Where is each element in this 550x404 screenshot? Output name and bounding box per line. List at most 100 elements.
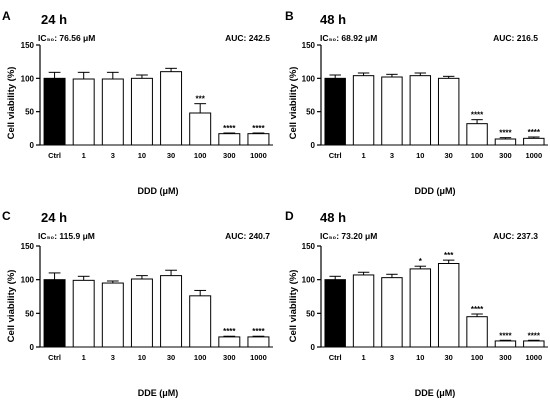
bar [43,279,66,348]
x-tick-label: 100 [471,353,484,362]
x-tick-label: 300 [499,353,512,362]
plot-area: 0 50 100 150 Ctrl 1 3 10 30 **** 100 **** 300 **** 100… [302,41,548,160]
x-tick-label: 300 [223,353,236,362]
auc-label: AUC: 216.5 [493,33,538,43]
x-tick-label: 10 [416,151,424,160]
y-axis-label: Cell viability (%) [288,67,299,140]
x-axis-label: DDE (μM) [138,388,179,398]
x-tick-label: 1000 [250,151,267,160]
y-tick-label: 150 [302,242,316,251]
y-tick-label: 50 [25,108,34,117]
panel-letter: A [2,9,11,23]
significance-label: **** [499,129,512,138]
significance-label: **** [528,128,541,137]
bar [352,274,375,348]
x-tick-label: 3 [111,353,115,362]
bar [494,138,517,146]
bar [352,75,375,146]
bar [324,279,346,348]
significance-label: **** [471,305,484,314]
x-tick-label: 10 [138,353,146,362]
x-axis-label: DDD (μM) [138,186,179,196]
bar [409,268,432,348]
bar [466,316,488,348]
significance-label: **** [252,327,265,336]
bar [189,112,212,146]
x-tick-label: 3 [390,353,394,362]
bar [101,282,124,348]
x-tick-label: 1000 [525,151,542,160]
y-tick-label: 100 [302,276,316,285]
significance-label: **** [223,327,236,336]
x-tick-label: 30 [445,353,453,362]
bar [130,278,153,348]
panel-title: 48 h [320,12,346,27]
y-tick-label: 0 [311,141,316,150]
y-tick-label: 150 [302,41,316,50]
y-tick-label: 50 [25,309,34,318]
significance-label: **** [499,331,512,340]
bar [72,78,95,146]
y-tick-label: 100 [302,74,316,83]
x-tick-label: Ctrl [329,353,342,362]
ic50-label: IC₅₀: 76.56 μM [38,33,95,43]
significance-label: * [419,257,423,266]
y-tick-label: 150 [21,242,35,251]
significance-label: **** [528,331,541,340]
x-tick-label: 3 [390,151,394,160]
plot-area: 0 50 100 150 Ctrl 1 3 10 30 *** 100 **** 300 **** 1000 [21,41,273,160]
x-tick-label: 1000 [250,353,267,362]
bar [101,78,124,146]
x-tick-label: 10 [138,151,146,160]
ic50-label: IC₅₀: 115.9 μM [38,231,95,241]
x-tick-label: 30 [167,151,175,160]
plot-area: 0 50 100 150 Ctrl 1 3 10 30 100 **** 300 **** 1000 [21,242,273,362]
x-tick-label: 30 [445,151,453,160]
y-tick-label: 50 [306,108,315,117]
bar [494,340,517,348]
panel-a: A 24 h IC₅₀: 76.56 μM AUC: 242.5 Cell vi… [2,9,273,196]
x-tick-label: Ctrl [48,151,61,160]
y-tick-label: 50 [306,309,315,318]
x-axis-label: DDE (μM) [415,388,456,398]
x-tick-label: 1 [82,353,86,362]
y-tick-label: 100 [21,74,35,83]
bar [523,137,545,146]
x-tick-label: 1000 [525,353,542,362]
x-tick-label: Ctrl [329,151,342,160]
plot-area: 0 50 100 150 Ctrl 1 3 * 10 *** 30 **** 100 **** 300 ***… [302,242,548,362]
ic50-label: IC₅₀: 68.92 μM [320,33,377,43]
y-tick-label: 0 [30,343,35,352]
bar [437,263,460,348]
y-tick-label: 0 [30,141,35,150]
bar [381,76,403,146]
x-tick-label: 1 [361,151,365,160]
significance-label: *** [444,251,454,260]
bar [218,336,241,348]
significance-label: **** [252,124,265,133]
x-tick-label: 30 [167,353,175,362]
bar [160,275,183,348]
bar [160,71,183,146]
x-tick-label: Ctrl [48,353,61,362]
x-tick-label: 1 [361,353,365,362]
y-axis-label: Cell viability (%) [6,67,17,140]
x-tick-label: 10 [416,353,424,362]
bar [381,277,403,348]
y-axis-label: Cell viability (%) [288,270,299,343]
bar [466,123,488,146]
bar [130,77,153,146]
panel-title: 24 h [41,12,67,27]
bar [324,77,346,146]
bar [43,77,66,146]
panel-title: 24 h [41,210,67,225]
auc-label: AUC: 240.7 [225,231,270,241]
bar [437,77,460,146]
y-tick-label: 0 [311,343,316,352]
panel-d: D 48 h IC₅₀: 73.20 μM AUC: 237.3 Cell vi… [285,209,548,398]
y-tick-label: 100 [21,276,35,285]
panel-title: 48 h [320,210,346,225]
x-tick-label: 1 [82,151,86,160]
bar [409,75,432,146]
